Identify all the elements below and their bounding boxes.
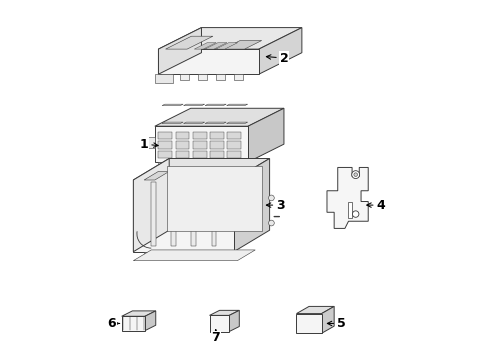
Polygon shape (155, 74, 172, 83)
Text: 3: 3 (266, 199, 284, 212)
Polygon shape (244, 162, 252, 168)
Polygon shape (158, 141, 172, 149)
Polygon shape (211, 182, 215, 246)
Circle shape (351, 171, 359, 179)
Polygon shape (348, 202, 351, 218)
Polygon shape (192, 141, 206, 149)
Circle shape (353, 173, 357, 176)
Polygon shape (209, 315, 229, 332)
Text: 6: 6 (107, 317, 119, 330)
Polygon shape (162, 122, 183, 123)
Polygon shape (296, 306, 333, 314)
Polygon shape (144, 252, 153, 259)
Polygon shape (147, 137, 155, 148)
Polygon shape (208, 171, 233, 180)
Polygon shape (171, 182, 175, 246)
Polygon shape (151, 182, 155, 246)
Polygon shape (155, 126, 247, 162)
Polygon shape (158, 151, 172, 158)
Polygon shape (176, 252, 185, 259)
Polygon shape (192, 151, 206, 158)
Circle shape (352, 211, 358, 217)
Polygon shape (162, 74, 171, 80)
Polygon shape (227, 141, 241, 149)
Polygon shape (175, 151, 189, 158)
Polygon shape (158, 28, 301, 49)
Polygon shape (227, 151, 241, 158)
Text: 7: 7 (211, 330, 220, 344)
Polygon shape (223, 41, 261, 49)
Text: 5: 5 (326, 317, 345, 330)
Polygon shape (215, 74, 224, 80)
Polygon shape (158, 28, 201, 74)
Polygon shape (122, 316, 144, 330)
Polygon shape (209, 310, 239, 315)
Polygon shape (165, 36, 212, 49)
Polygon shape (204, 122, 226, 123)
Polygon shape (296, 314, 321, 333)
Polygon shape (215, 42, 237, 49)
Polygon shape (133, 250, 255, 261)
Polygon shape (229, 310, 239, 332)
Polygon shape (175, 132, 189, 139)
Polygon shape (321, 306, 333, 333)
Polygon shape (258, 28, 301, 74)
Polygon shape (226, 104, 247, 105)
Text: 4: 4 (366, 199, 385, 212)
Polygon shape (194, 42, 216, 49)
Polygon shape (208, 252, 217, 259)
Polygon shape (122, 311, 155, 316)
Polygon shape (198, 74, 206, 80)
Polygon shape (187, 162, 195, 168)
Polygon shape (226, 122, 247, 123)
Text: 1: 1 (140, 138, 158, 150)
Circle shape (268, 195, 274, 201)
Polygon shape (204, 104, 226, 105)
Polygon shape (326, 167, 367, 228)
Polygon shape (133, 180, 233, 252)
Polygon shape (144, 311, 155, 330)
Text: 2: 2 (266, 51, 288, 64)
Polygon shape (158, 162, 166, 168)
Polygon shape (158, 132, 172, 139)
Polygon shape (183, 122, 204, 123)
Polygon shape (183, 104, 204, 105)
Polygon shape (191, 182, 195, 246)
Polygon shape (158, 49, 258, 74)
Polygon shape (210, 132, 224, 139)
Polygon shape (133, 158, 169, 252)
Polygon shape (175, 141, 189, 149)
Polygon shape (233, 74, 242, 80)
Polygon shape (227, 132, 241, 139)
Polygon shape (133, 158, 269, 180)
Polygon shape (233, 158, 269, 252)
Polygon shape (210, 151, 224, 158)
Polygon shape (204, 42, 226, 49)
Polygon shape (162, 104, 183, 105)
Polygon shape (167, 166, 262, 231)
Polygon shape (247, 108, 284, 162)
Polygon shape (176, 171, 201, 180)
Polygon shape (144, 171, 169, 180)
Polygon shape (155, 108, 284, 126)
Polygon shape (210, 141, 224, 149)
Polygon shape (180, 74, 188, 80)
Polygon shape (192, 132, 206, 139)
Circle shape (268, 220, 274, 226)
Polygon shape (215, 162, 223, 168)
